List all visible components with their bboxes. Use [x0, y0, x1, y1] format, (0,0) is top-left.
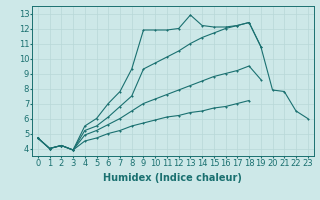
X-axis label: Humidex (Indice chaleur): Humidex (Indice chaleur): [103, 173, 242, 183]
